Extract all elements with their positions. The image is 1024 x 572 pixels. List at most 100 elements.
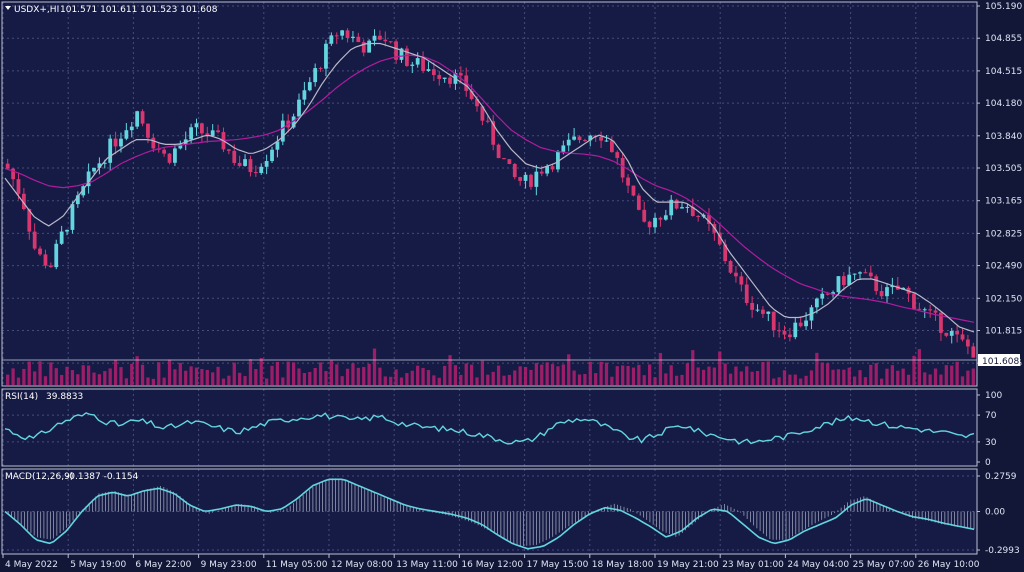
volume-bar: [545, 362, 549, 385]
volume-bar: [86, 365, 91, 385]
candle-body: [178, 144, 183, 149]
volume-bar: [750, 371, 754, 385]
candle-body: [243, 159, 247, 166]
candle-body: [939, 312, 943, 333]
volume-bar: [475, 377, 479, 385]
candle-body: [674, 199, 679, 209]
volume-bar: [599, 361, 603, 385]
candle-body: [442, 77, 447, 79]
candle-body: [135, 111, 140, 127]
volume-bar: [944, 365, 948, 385]
volume-bar: [211, 372, 215, 385]
candle-body: [297, 99, 301, 117]
candle-body: [841, 276, 846, 286]
volume-bar: [799, 378, 803, 385]
candle-body: [933, 310, 938, 313]
volume-bar: [933, 368, 938, 385]
candle-body: [162, 149, 167, 154]
volume-bar: [761, 362, 765, 385]
volume-bar: [680, 374, 684, 385]
candle-body: [793, 322, 798, 338]
candle-body: [38, 248, 42, 255]
candle-body: [437, 75, 442, 79]
volume-bar: [238, 372, 242, 385]
volume-bar: [513, 370, 517, 385]
candle-body: [852, 273, 857, 275]
candle-body: [858, 272, 862, 274]
volume-bar: [923, 372, 927, 385]
candle-body: [469, 90, 474, 100]
price-tick-label: 102.150: [985, 294, 1022, 304]
current-price-label-bg: [978, 354, 1020, 366]
candle-body: [27, 209, 32, 232]
volume-bar: [372, 348, 377, 385]
volume-bar: [707, 366, 711, 385]
candle-body: [518, 177, 523, 181]
volume-bar: [92, 372, 96, 385]
candle-body: [480, 106, 485, 121]
volume-bar: [912, 355, 916, 385]
volume-bar: [480, 360, 485, 385]
volume-bar: [642, 375, 646, 385]
candle-body: [32, 231, 37, 249]
volume-bar: [351, 363, 355, 385]
candle-body: [70, 204, 75, 230]
volume-bar: [718, 351, 722, 385]
candle-body: [340, 30, 345, 36]
volume-bar: [626, 365, 630, 385]
candle-body: [97, 163, 102, 168]
price-panel-frame: [1, 1, 978, 387]
candle-body: [777, 330, 781, 332]
candle-body: [615, 152, 620, 158]
candle-body: [966, 339, 970, 347]
volume-bar: [734, 366, 738, 385]
volume-bar: [248, 359, 253, 385]
volume-bar: [917, 349, 921, 385]
candle-body: [205, 133, 210, 136]
volume-bar: [297, 368, 301, 385]
volume-bar: [820, 362, 824, 385]
macd-tick-label: -0.2993: [985, 546, 1020, 556]
volume-bar: [960, 376, 965, 385]
candle-body: [210, 130, 215, 136]
rsi-panel[interactable]: RSI(14) 39.8833 100 70 30 0: [1, 388, 1002, 468]
volume-bar: [691, 350, 695, 385]
candle-body: [426, 69, 431, 71]
candle-body: [599, 136, 603, 141]
volume-bar: [858, 370, 862, 385]
volume-bar: [146, 377, 150, 385]
candle-body: [275, 141, 280, 150]
candle-body: [5, 163, 10, 169]
candle-body: [723, 244, 728, 262]
volume-bar: [809, 370, 814, 385]
volume-bar: [847, 367, 851, 385]
candle-body: [146, 123, 150, 138]
candle-body: [512, 163, 517, 178]
time-tick-label: 13 May 11:00: [396, 560, 458, 570]
time-tick-label: 12 May 08:00: [331, 560, 393, 570]
volume-bar: [879, 378, 884, 385]
candle-body: [351, 36, 355, 38]
time-tick-label: 9 May 23:00: [201, 560, 257, 570]
dropdown-triangle-icon[interactable]: [5, 6, 11, 10]
candle-body: [944, 332, 949, 336]
macd-axis: 0.2759 0.00 -0.2993: [977, 472, 1020, 556]
volume-bar: [739, 371, 743, 385]
price-panel[interactable]: USDX+,HI 101.571 101.611 101.523 101.608…: [1, 1, 1022, 387]
candle-body: [129, 126, 134, 131]
volume-bar: [345, 368, 350, 385]
volume-bar: [561, 364, 565, 385]
volume-bar: [200, 369, 204, 385]
volume-bar: [54, 368, 58, 385]
volume-bar: [308, 371, 312, 385]
price-tick-label: 104.515: [985, 67, 1022, 77]
candle-body: [324, 43, 328, 69]
macd-panel[interactable]: MACD(12,26,9) -0.1387 -0.1154 0.2759 0.00…: [1, 468, 1020, 556]
ma-slow-line: [4, 54, 975, 323]
candle-body: [820, 293, 825, 299]
candle-body: [529, 174, 533, 187]
volume-bar: [550, 364, 555, 385]
candle-body: [189, 127, 193, 140]
current-price-text: 101.608: [982, 357, 1019, 367]
